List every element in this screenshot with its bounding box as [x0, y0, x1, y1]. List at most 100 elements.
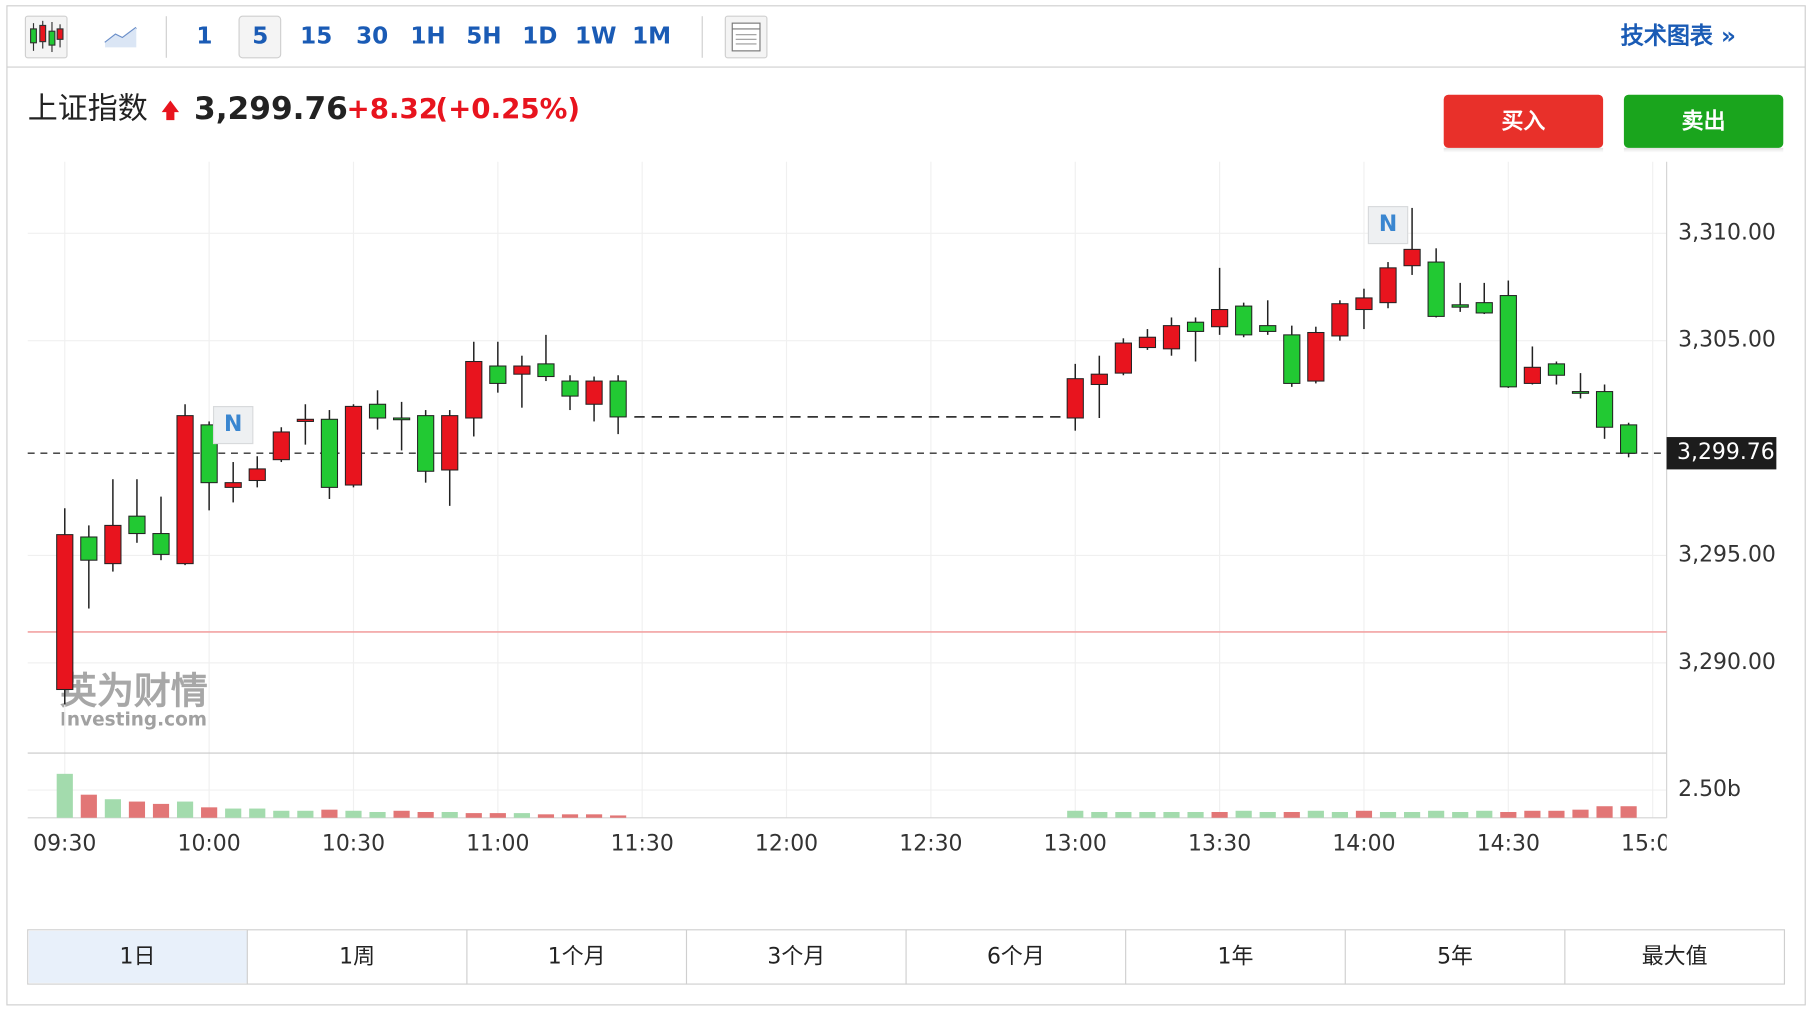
candle-body [1138, 336, 1157, 349]
x-tick-label: 11:00 [466, 831, 529, 856]
candle-body [585, 380, 603, 405]
y-tick-label: 3,310.00 [1678, 220, 1776, 245]
range-tab[interactable]: 6个月 [987, 945, 1045, 970]
volume-bar [249, 808, 266, 818]
candle-body [561, 380, 579, 397]
candle-body [80, 536, 98, 561]
layout-icon[interactable] [724, 15, 768, 59]
candle-body [609, 380, 627, 418]
watermark-en: Investing.com [60, 710, 207, 731]
volume-bar [513, 813, 530, 818]
x-tick-label: 13:30 [1188, 831, 1251, 856]
change-pct: (+0.25%) [435, 92, 580, 125]
interval-button[interactable]: 5 [252, 24, 268, 50]
volume-bar [1524, 810, 1541, 818]
interval-button[interactable]: 5H [466, 24, 501, 50]
interval-button[interactable]: 15 [300, 24, 332, 50]
news-marker[interactable] [1367, 206, 1409, 245]
candle-body [1403, 248, 1421, 267]
volume-bar [176, 801, 194, 818]
buy-button[interactable]: 买入 [1443, 94, 1604, 153]
y-tick-label: 3,290.00 [1678, 650, 1776, 675]
range-selected [28, 930, 248, 983]
volume-bar [1596, 806, 1613, 818]
line-icon[interactable] [104, 26, 137, 48]
candle-body [1427, 261, 1445, 317]
news-marker-label[interactable]: N [224, 412, 242, 437]
intervals: 1 5 15 30 1H 5H 1D 1W 1M [196, 24, 671, 50]
candle-body [1235, 305, 1253, 336]
volume-bar [585, 814, 603, 818]
volume-bar [56, 773, 73, 818]
candle-body [128, 515, 146, 535]
range-tab[interactable]: 3个月 [767, 945, 825, 970]
candle-icon[interactable] [24, 15, 68, 59]
x-tick-label: 12:00 [755, 831, 818, 856]
candle-body [1331, 303, 1349, 337]
volume-bar [1235, 810, 1252, 818]
volume-bar [1476, 810, 1493, 818]
x-tick-label: 15:00 [1621, 831, 1684, 856]
candle-body [176, 415, 194, 565]
candle-body [1595, 391, 1614, 428]
candle-body [248, 468, 266, 482]
volume-bar [1428, 810, 1445, 818]
candle-body [1355, 297, 1373, 311]
range-tab[interactable]: 1个月 [548, 945, 606, 970]
interval-button[interactable]: 30 [356, 24, 388, 50]
candle-body [344, 405, 363, 486]
volume-bar [393, 810, 410, 818]
volume-bar [1283, 811, 1300, 818]
range-tab[interactable]: 1日 [120, 945, 156, 970]
x-tick-label: 14:00 [1332, 831, 1395, 856]
volume-bar [417, 811, 434, 818]
buy-label[interactable]: 买入 [1501, 109, 1545, 134]
candle-body [392, 417, 411, 421]
candle-body [465, 360, 483, 419]
volume-bar [465, 813, 482, 818]
x-tick-label: 12:30 [899, 831, 962, 856]
volume-bar [489, 813, 506, 818]
x-axis: 09:30 10:00 10:30 11:00 11:30 12:00 12:30 13:00… [33, 831, 1684, 856]
interval-button[interactable]: 1W [575, 24, 617, 50]
range-tab[interactable]: 最大值 [1642, 945, 1708, 970]
volume-bar [1355, 810, 1373, 818]
x-tick-label: 09:30 [33, 831, 96, 856]
frame [6, 5, 1806, 1006]
news-marker-label[interactable]: N [1379, 212, 1397, 237]
plot: 09:30 10:00 10:30 11:00 11:30 12:00 12:30 13:00… [27, 161, 1777, 856]
range-tab[interactable]: 5年 [1437, 945, 1473, 970]
candle-body [1475, 302, 1493, 314]
candle-body [417, 415, 435, 472]
tech-chart-link[interactable]: 技术图表 » [1621, 24, 1736, 50]
candle-body [1499, 295, 1517, 388]
candle-body [537, 363, 555, 378]
range-tab[interactable]: 1年 [1218, 945, 1254, 970]
sell-label[interactable]: 卖出 [1682, 108, 1726, 134]
candle-body [1114, 342, 1132, 374]
volume-bar [273, 810, 290, 818]
interval-button[interactable]: 1 [196, 24, 212, 50]
volume-bar [225, 808, 242, 818]
candle-body [1211, 309, 1229, 328]
volume-bar [80, 794, 97, 818]
interval-button[interactable]: 1D [522, 24, 557, 50]
ranges: 1日 1周 1个月 3个月 6个月 1年 5年 最大值 [120, 929, 1708, 985]
range-tab[interactable]: 1周 [339, 945, 375, 970]
volume-bar [537, 814, 555, 818]
volume-bar [1331, 811, 1348, 818]
interval-button[interactable]: 1H [410, 24, 445, 50]
volume-bar [345, 810, 362, 818]
last-price-box [1666, 437, 1777, 470]
interval-button[interactable]: 1M [632, 24, 671, 50]
sell-button[interactable]: 卖出 [1623, 94, 1784, 153]
volume-bar [104, 799, 121, 818]
candle-body [489, 365, 507, 384]
news-marker[interactable] [212, 406, 254, 445]
candle-body [1620, 424, 1638, 454]
candle-body [1283, 334, 1301, 384]
candle-body [1523, 366, 1541, 384]
candle-body [1162, 325, 1181, 350]
